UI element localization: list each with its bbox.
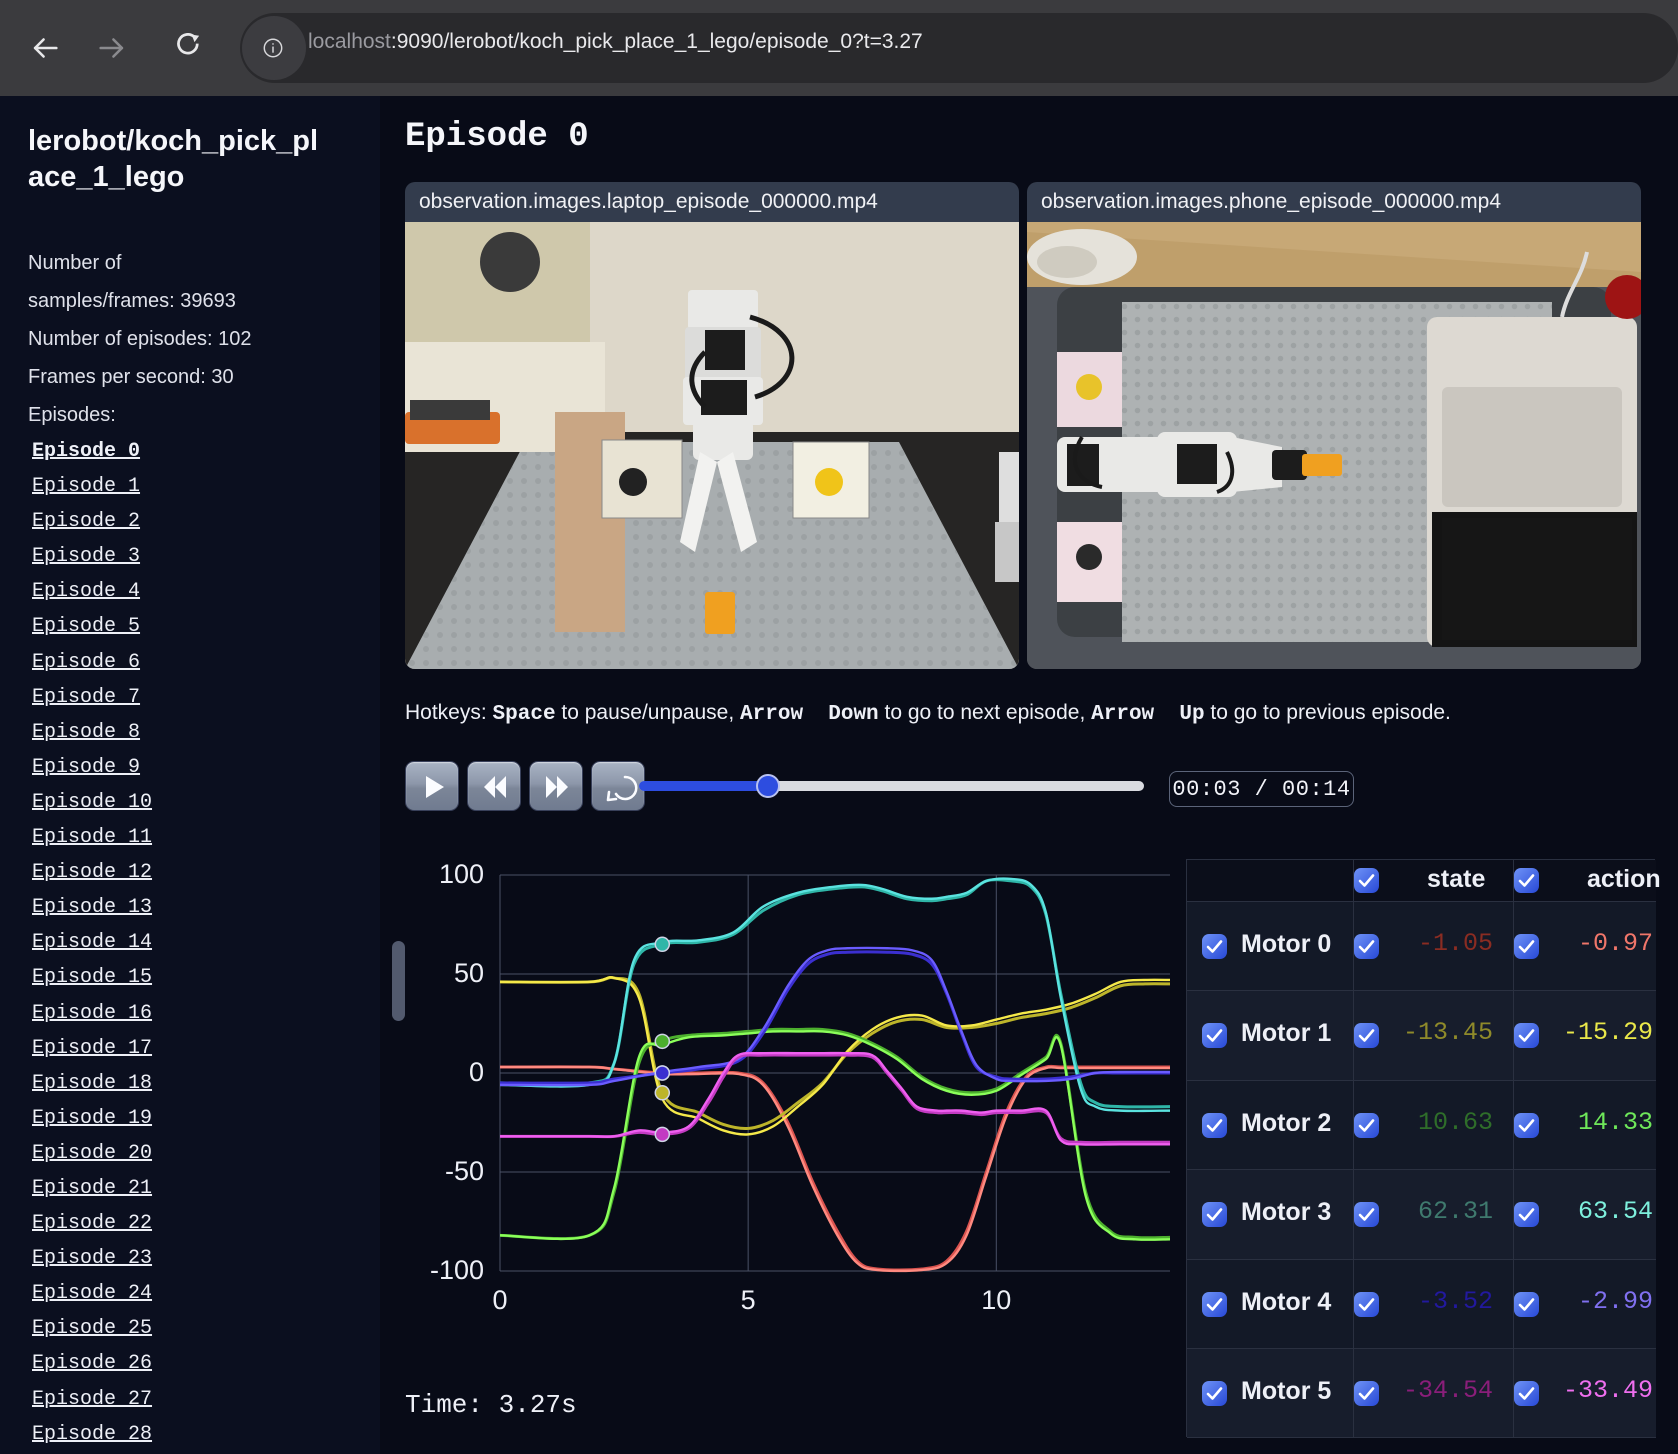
svg-text:10: 10: [981, 1285, 1011, 1315]
svg-text:-50: -50: [445, 1156, 484, 1186]
svg-text:0: 0: [492, 1285, 507, 1315]
svg-text:5: 5: [741, 1285, 756, 1315]
svg-text:50: 50: [454, 958, 484, 988]
svg-text:0: 0: [469, 1057, 484, 1087]
svg-text:100: 100: [439, 859, 484, 889]
svg-text:-100: -100: [430, 1255, 484, 1285]
